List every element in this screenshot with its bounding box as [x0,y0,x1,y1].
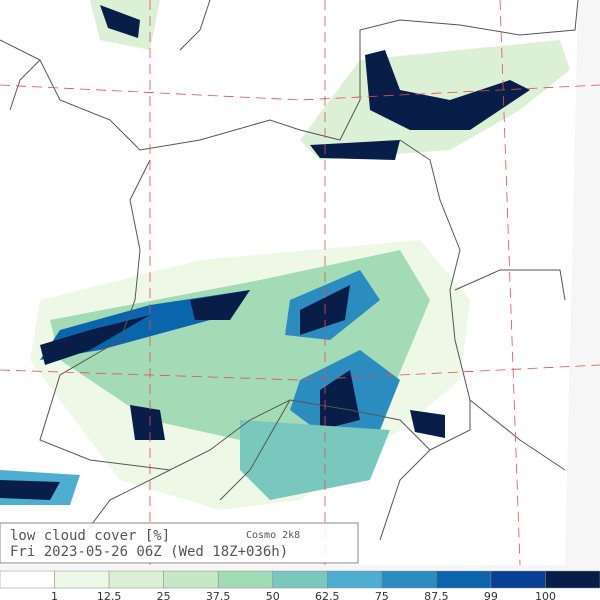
valid-time: Fri 2023-05-26 06Z (Wed 18Z+036h) [10,544,288,560]
colorbar-label: 12.5 [97,590,122,600]
colorbar-label: 50 [266,590,280,600]
colorbar-label: 100 [535,590,556,600]
field-title: low cloud cover [%] [10,528,170,544]
colorbar-label: 37.5 [206,590,231,600]
colorbar: 1 12.5 25 37.5 50 62.5 75 87.5 99 100 [0,570,600,600]
colorbar-box [545,570,600,589]
colorbar-box [108,570,164,589]
borders [0,0,579,541]
cloud-cover-field [0,0,570,510]
colorbar-box [327,570,383,589]
colorbar-box [217,570,273,589]
colorbar-box [163,570,219,589]
colorbar-label: 87.5 [424,590,449,600]
colorbar-label: 25 [157,590,171,600]
colorbar-box [436,570,492,589]
colorbar-label: 1 [51,590,58,600]
colorbar-box [0,570,55,589]
model-name: Cosmo 2k8 [246,530,300,541]
info-box [0,522,359,564]
colorbar-box [54,570,110,589]
colorbar-label: 99 [484,590,498,600]
colorbar-box [272,570,328,589]
colorbar-label: 75 [375,590,389,600]
colorbar-box [381,570,437,589]
colorbar-box [490,570,546,589]
colorbar-label: 62.5 [315,590,340,600]
